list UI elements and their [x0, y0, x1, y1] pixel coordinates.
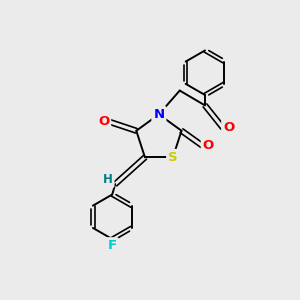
Text: O: O [203, 139, 214, 152]
Text: F: F [108, 239, 117, 252]
Text: O: O [223, 121, 234, 134]
Text: H: H [103, 173, 113, 186]
Text: N: N [153, 108, 164, 121]
Text: S: S [168, 151, 178, 164]
Text: O: O [98, 115, 109, 128]
